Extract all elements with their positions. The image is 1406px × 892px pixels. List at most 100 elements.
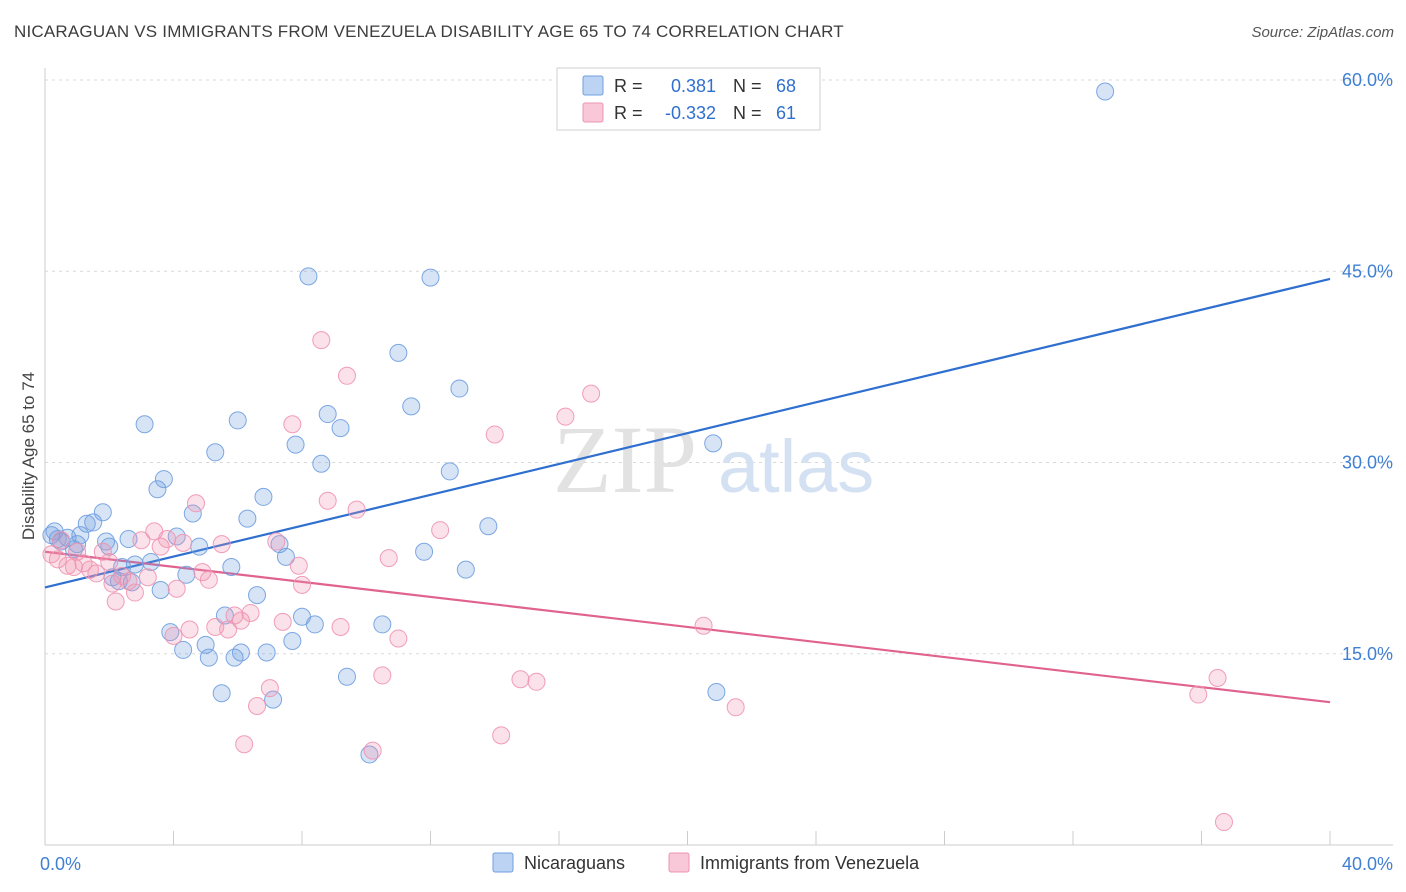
correlation-legend: R = 0.381 N = 68 R = -0.332 N = 61 bbox=[556, 67, 821, 131]
grid-lines bbox=[45, 79, 1393, 655]
point-nicaraguans-52 bbox=[337, 667, 356, 686]
point-nicaraguans-59 bbox=[440, 462, 459, 481]
legend-n-value-1: 68 bbox=[776, 76, 796, 96]
point-venezuela-41 bbox=[293, 575, 311, 594]
point-nicaraguans-44 bbox=[283, 632, 302, 650]
point-venezuela-44 bbox=[331, 617, 350, 636]
point-nicaraguans-24 bbox=[174, 640, 193, 659]
point-nicaraguans-9 bbox=[93, 503, 112, 522]
point-venezuela-46 bbox=[347, 500, 366, 519]
point-nicaraguans-51 bbox=[331, 419, 350, 438]
axes bbox=[44, 68, 1393, 846]
point-venezuela-2 bbox=[52, 531, 71, 550]
x-tick-label-0: 0.0% bbox=[40, 854, 81, 874]
point-nicaraguans-57 bbox=[415, 542, 434, 561]
point-nicaraguans-45 bbox=[286, 435, 305, 454]
point-venezuela-27 bbox=[199, 570, 218, 589]
legend-label-venezuela: Immigrants from Venezuela bbox=[700, 853, 920, 873]
point-venezuela-54 bbox=[511, 670, 530, 689]
point-nicaraguans-18 bbox=[142, 552, 161, 571]
data-points bbox=[42, 82, 1233, 832]
point-venezuela-14 bbox=[119, 572, 138, 591]
point-nicaraguans-19 bbox=[148, 480, 167, 499]
point-nicaraguans-31 bbox=[212, 684, 231, 703]
legend-n-value-2: 61 bbox=[776, 103, 796, 123]
legend-r-value-1: 0.381 bbox=[671, 76, 716, 96]
point-venezuela-39 bbox=[283, 415, 302, 434]
point-nicaraguans-38 bbox=[248, 586, 267, 605]
y-tick-label-1: 30.0% bbox=[1342, 453, 1393, 473]
point-nicaraguans-58 bbox=[421, 268, 440, 287]
point-nicaraguans-29 bbox=[199, 648, 218, 667]
point-nicaraguans-26 bbox=[183, 504, 202, 523]
legend-r-label-1: R = bbox=[614, 76, 643, 96]
point-venezuela-9 bbox=[93, 542, 112, 561]
legend-swatch-nicaraguans bbox=[582, 75, 604, 96]
point-nicaraguans-61 bbox=[456, 560, 475, 579]
point-venezuela-11 bbox=[103, 574, 122, 593]
point-venezuela-37 bbox=[267, 532, 286, 551]
y-tick-label-0: 15.0% bbox=[1342, 644, 1393, 664]
point-venezuela-38 bbox=[273, 612, 292, 631]
point-venezuela-50 bbox=[389, 629, 408, 648]
point-venezuela-34 bbox=[241, 603, 260, 622]
point-venezuela-8 bbox=[87, 564, 106, 583]
point-venezuela-32 bbox=[231, 611, 250, 630]
point-nicaraguans-49 bbox=[312, 454, 331, 473]
point-venezuela-3 bbox=[58, 556, 77, 575]
chart-title: NICARAGUAN VS IMMIGRANTS FROM VENEZUELA … bbox=[14, 22, 844, 41]
point-venezuela-43 bbox=[318, 491, 337, 510]
point-nicaraguans-54 bbox=[373, 615, 392, 634]
point-venezuela-48 bbox=[373, 666, 392, 685]
point-nicaraguans-50 bbox=[318, 405, 337, 424]
trend-lines bbox=[44, 277, 1331, 704]
point-venezuela-33 bbox=[235, 735, 254, 754]
point-venezuela-19 bbox=[151, 537, 170, 556]
point-nicaraguans-7 bbox=[77, 514, 96, 533]
point-nicaraguans-39 bbox=[254, 487, 273, 506]
point-venezuela-56 bbox=[556, 407, 575, 426]
point-venezuela-24 bbox=[180, 620, 199, 639]
point-nicaraguans-62 bbox=[479, 517, 498, 536]
legend-n-label-1: N = bbox=[733, 76, 762, 96]
point-venezuela-57 bbox=[582, 384, 601, 403]
point-nicaraguans-47 bbox=[299, 267, 318, 286]
point-nicaraguans-64 bbox=[707, 683, 726, 701]
point-venezuela-20 bbox=[158, 530, 177, 548]
point-venezuela-17 bbox=[138, 568, 157, 587]
point-venezuela-53 bbox=[492, 726, 511, 745]
y-tick-label-2: 45.0% bbox=[1342, 261, 1393, 281]
point-venezuela-45 bbox=[337, 366, 356, 385]
point-venezuela-29 bbox=[212, 535, 231, 554]
point-nicaraguans-10 bbox=[97, 532, 116, 551]
y-axis-label: Disability Age 65 to 74 bbox=[19, 372, 38, 540]
point-venezuela-51 bbox=[431, 521, 450, 540]
point-venezuela-40 bbox=[289, 556, 308, 575]
point-nicaraguans-35 bbox=[228, 411, 247, 430]
point-nicaraguans-65 bbox=[1096, 82, 1115, 101]
point-venezuela-61 bbox=[1208, 668, 1227, 687]
point-nicaraguans-21 bbox=[154, 470, 173, 489]
point-venezuela-10 bbox=[100, 552, 119, 571]
point-nicaraguans-14 bbox=[119, 530, 138, 548]
point-nicaraguans-17 bbox=[135, 415, 154, 434]
point-nicaraguans-55 bbox=[389, 343, 408, 362]
point-nicaraguans-60 bbox=[450, 379, 469, 398]
point-nicaraguans-43 bbox=[276, 547, 295, 566]
point-venezuela-22 bbox=[167, 579, 186, 598]
point-nicaraguans-36 bbox=[231, 643, 250, 662]
point-venezuela-12 bbox=[106, 592, 125, 611]
point-venezuela-1 bbox=[48, 550, 67, 569]
point-nicaraguans-30 bbox=[206, 443, 225, 462]
point-venezuela-26 bbox=[193, 563, 212, 582]
point-venezuela-55 bbox=[527, 672, 546, 691]
legend-swatch-venezuela bbox=[582, 102, 604, 123]
point-nicaraguans-32 bbox=[215, 606, 234, 625]
point-venezuela-21 bbox=[164, 626, 183, 645]
point-venezuela-15 bbox=[125, 583, 144, 602]
point-nicaraguans-25 bbox=[177, 565, 196, 584]
point-venezuela-60 bbox=[1189, 685, 1208, 704]
point-venezuela-62 bbox=[1214, 813, 1233, 832]
legend-r-value-2: -0.332 bbox=[665, 103, 716, 123]
